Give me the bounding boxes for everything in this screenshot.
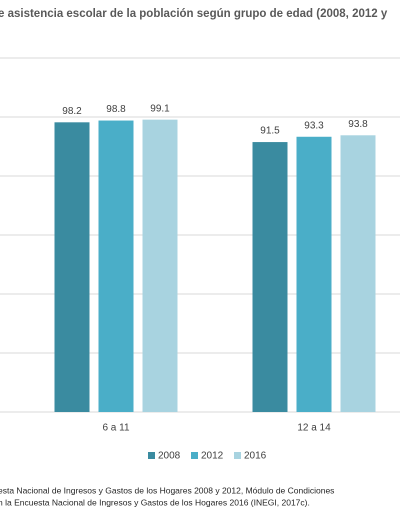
value-label: 98.8 <box>106 104 126 115</box>
legend-label: 2012 <box>201 451 224 462</box>
value-label: 99.1 <box>150 103 170 114</box>
value-label: 91.5 <box>260 126 280 137</box>
bar <box>340 135 376 413</box>
legend-label: 2008 <box>158 451 181 462</box>
legend-swatch <box>234 452 241 459</box>
chart-title: e asistencia escolar de la población seg… <box>0 8 388 20</box>
value-label: 93.3 <box>304 120 324 131</box>
value-label: 93.8 <box>348 119 368 130</box>
bar <box>142 119 178 412</box>
legend-label: 2016 <box>244 451 267 462</box>
bar <box>296 136 332 412</box>
value-label: 98.2 <box>62 106 82 117</box>
x-tick-label: 12 a 14 <box>297 423 331 434</box>
legend-swatch <box>148 452 155 459</box>
bar <box>252 142 288 412</box>
bar <box>54 122 90 412</box>
bar <box>98 120 134 412</box>
x-tick-label: 6 a 11 <box>102 423 129 434</box>
source-note: esta Nacional de Ingresos y Gastos de lo… <box>0 485 334 495</box>
source-note: n la Encuesta Nacional de Ingresos y Gas… <box>0 497 310 507</box>
legend-swatch <box>191 452 198 459</box>
